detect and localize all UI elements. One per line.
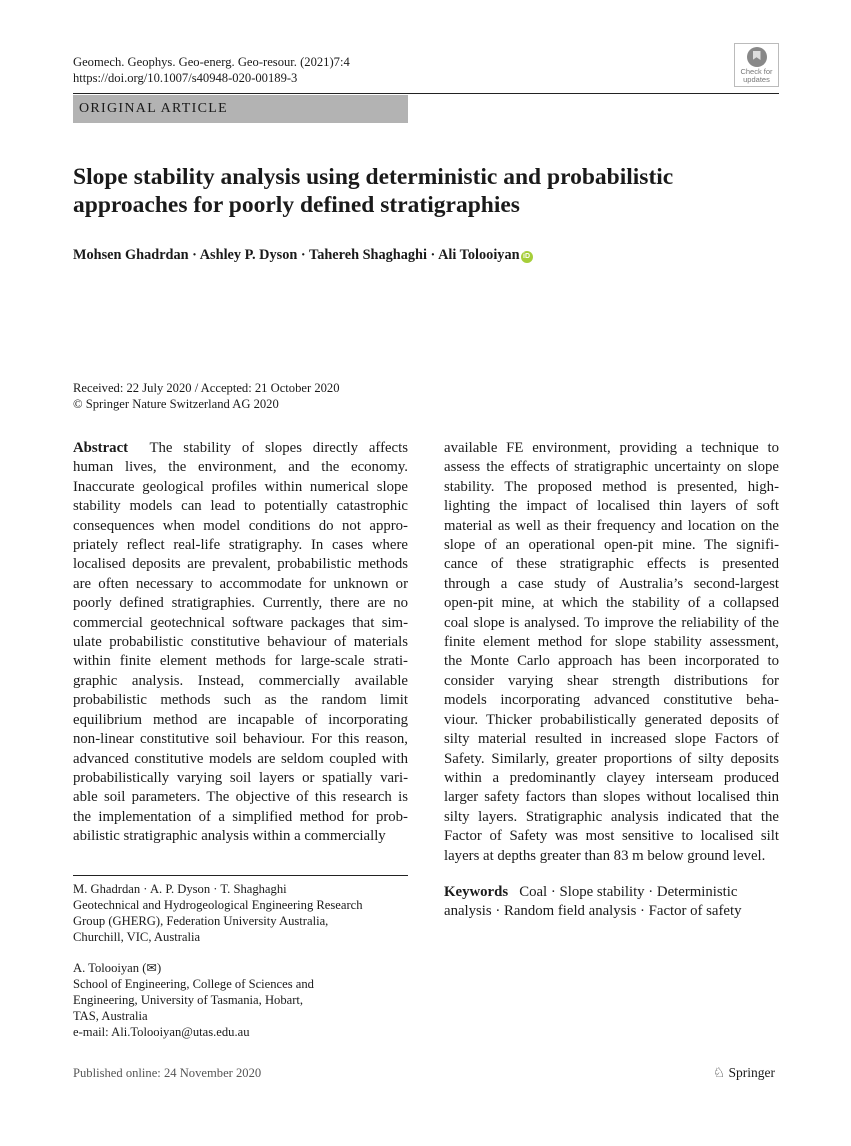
text-line: stability models can lead to potentially… xyxy=(73,498,408,515)
text-line: stability. The proposed method is presen… xyxy=(444,478,779,495)
author-list: Mohsen Ghadrdan · Ashley P. Dyson · Tahe… xyxy=(73,247,533,264)
springer-horse-icon: ♘ xyxy=(713,1065,726,1080)
text-line: commercial geotechnical software package… xyxy=(73,614,408,631)
abstract-label: Abstract xyxy=(73,440,129,456)
text-line: available FE environment, providing a te… xyxy=(444,440,779,456)
text-line: the Monte Carlo approach has been incorp… xyxy=(444,653,779,670)
text-line: are often necessary to accommodate for u… xyxy=(73,575,408,592)
text-line: able soil parameters. The objective of t… xyxy=(73,789,408,806)
text-line: priately reflect real-life stratigraphy.… xyxy=(73,537,408,554)
text-line: slope of an operational open-pit mine. T… xyxy=(444,537,779,554)
text-line: graphic analysis. Instead, commercially … xyxy=(73,672,408,689)
text-line: within a predominantly clayey interseam … xyxy=(444,769,779,786)
text-line: Factor of Safety was most sensitive to l… xyxy=(444,828,779,845)
text-line: A. Tolooiyan (✉) xyxy=(73,961,162,975)
text-line: abilistic stratigraphic analysis within … xyxy=(73,828,386,845)
text-line: lighting the impact of localised thin la… xyxy=(444,498,779,515)
abstract-left-column: Abstract The stability of slopes directl… xyxy=(73,439,408,847)
text-line: viour. Thicker probabilistically generat… xyxy=(444,711,779,728)
text-line: human lives, the environment, and the ec… xyxy=(73,459,408,476)
keywords: Keywords Coal · Slope stability · Determ… xyxy=(444,884,742,920)
text-line: layers at depths greater than 83 m below… xyxy=(444,847,766,864)
text-line: TAS, Australia xyxy=(73,1009,148,1023)
text-line: equilibrium method are incapable of inco… xyxy=(73,711,408,728)
text-line: coal slope is analysed. To improve the r… xyxy=(444,614,779,631)
text-line: probabilistic methods such as the random… xyxy=(73,692,408,709)
text-line: Inaccurate geological profiles within nu… xyxy=(73,478,408,495)
text-line: Churchill, VIC, Australia xyxy=(73,930,201,944)
affiliation-2: A. Tolooiyan (✉) School of Engineering, C… xyxy=(73,960,314,1040)
text-line: assess the effects of stratigraphic unce… xyxy=(444,459,779,476)
abstract-right-column: available FE environment, providing a te… xyxy=(444,439,779,866)
text-line: ulate probabilistic constitutive behavio… xyxy=(73,634,408,651)
text-line: consequences when model conditions do no… xyxy=(73,517,408,534)
section-label: ORIGINAL ARTICLE xyxy=(73,95,408,123)
article-title: Slope stability analysis using determini… xyxy=(73,164,674,218)
text-line: M. Ghadrdan · A. P. Dyson · T. Shaghaghi xyxy=(73,882,287,896)
springer-logo: ♘ Springer xyxy=(713,1065,775,1080)
footnote-rule xyxy=(73,875,408,876)
text-line: advanced constitutive models are seldom … xyxy=(73,750,408,767)
bookmark-icon xyxy=(746,47,767,67)
journal-header: Geomech. Geophys. Geo-energ. Geo-resour.… xyxy=(73,54,350,86)
text-line: through a case study of Australia’s seco… xyxy=(444,575,779,592)
abstract-line: Abstract The stability of slopes directl… xyxy=(73,440,408,456)
text-line: probabilistically varying soil layers or… xyxy=(73,769,408,786)
keywords-label: Keywords xyxy=(444,884,509,900)
text-line: poorly defined stratigraphies. Currently… xyxy=(73,595,408,612)
affiliation-1: M. Ghadrdan · A. P. Dyson · T. Shaghaghi… xyxy=(73,881,363,945)
text-line: localised deposits are prevalent, probab… xyxy=(73,556,408,573)
doi-link[interactable]: https://doi.org/10.1007/s40948-020-00189… xyxy=(73,71,298,85)
text-line: School of Engineering, College of Scienc… xyxy=(73,977,314,991)
text-line: e-mail: Ali.Tolooiyan@utas.edu.au xyxy=(73,1025,250,1039)
journal-citation: Geomech. Geophys. Geo-energ. Geo-resour.… xyxy=(73,55,350,69)
article-dates: Received: 22 July 2020 / Accepted: 21 Oc… xyxy=(73,381,340,411)
text-line: open-pit mine, at which the stability of… xyxy=(444,595,779,612)
text-line: cance of these stratigraphic effects is … xyxy=(444,556,779,573)
text-line: Group (GHERG), Federation University Aus… xyxy=(73,914,329,928)
text-line: material as well as their frequency and … xyxy=(444,517,779,534)
text-line: silty material resulted in increased slo… xyxy=(444,731,779,748)
check-for-updates-badge[interactable]: Check for updates xyxy=(734,43,779,87)
text-line: consider varying shear strength distribu… xyxy=(444,672,779,689)
text-line: models incorporating advanced constituti… xyxy=(444,692,779,709)
text-line: non-linear constitutive soil behaviour. … xyxy=(73,731,408,748)
header-rule xyxy=(73,93,779,95)
text-line: Engineering, University of Tasmania, Hob… xyxy=(73,993,304,1007)
text-line: finite element method for slope stabilit… xyxy=(444,634,779,651)
text-line: larger safety factors than slopes withou… xyxy=(444,789,779,806)
text-line: the implementation of a simplified metho… xyxy=(73,808,408,825)
text-line: Geotechnical and Hydrogeological Enginee… xyxy=(73,898,363,912)
text-line: silty layers. Stratigraphic analysis ind… xyxy=(444,808,779,825)
text-line: within finite element methods for large-… xyxy=(73,653,408,670)
published-online: Published online: 24 November 2020 xyxy=(73,1066,262,1080)
orcid-icon[interactable]: iD xyxy=(520,251,533,263)
text-line: Safety. Similarly, greater proportions o… xyxy=(444,750,779,767)
